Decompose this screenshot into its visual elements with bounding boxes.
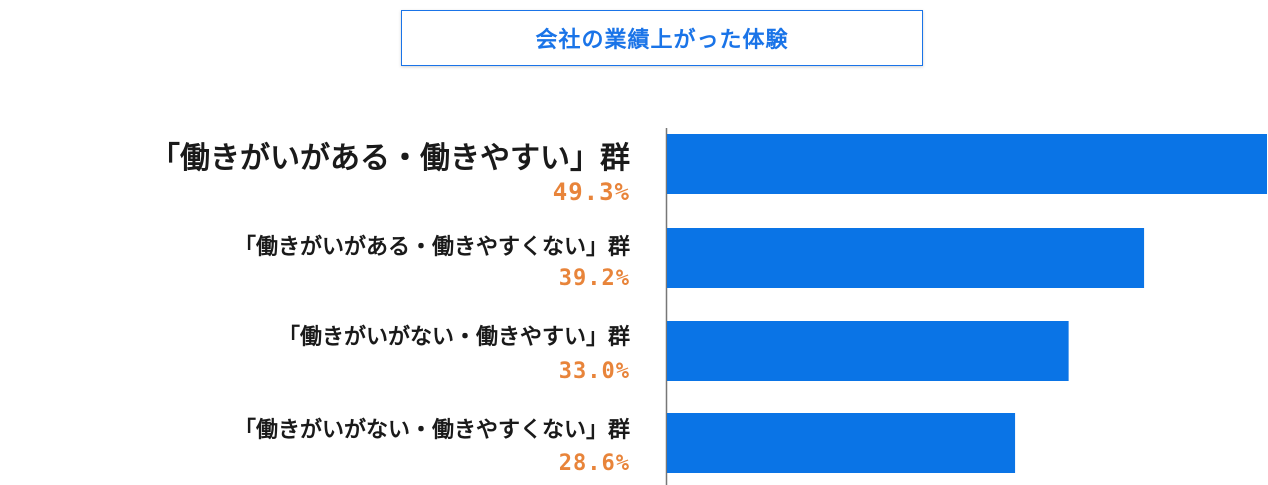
- value-label-4: 28.6%: [559, 451, 630, 476]
- labels-group: 「働きがいがある・働きやすい」群49.3% 「働きがいがある・働きやすくない」群 3…: [150, 141, 630, 476]
- bar-3: [667, 321, 1069, 381]
- category-label-2: 「働きがいがある・働きやすくない」群: [234, 234, 630, 260]
- category-label-4: 「働きがいがない・働きやすくない」群: [234, 417, 630, 443]
- value-label-2: 39.2%: [559, 266, 630, 291]
- bars-group: [667, 134, 1267, 473]
- chart-title: 会社の業績上がった体験: [535, 28, 789, 53]
- value-label-3: 33.0%: [559, 359, 630, 384]
- value-label-1: 49.3%: [553, 178, 630, 206]
- category-label-1: 「働きがいがある・働きやすい」群: [150, 141, 630, 176]
- category-label-3: 「働きがいがない・働きやすい」群: [278, 324, 630, 350]
- bar-4: [667, 413, 1016, 473]
- chart-title-box: 会社の業績上がった体験: [401, 10, 923, 66]
- bar-2: [667, 228, 1145, 288]
- bar-1: [667, 134, 1267, 194]
